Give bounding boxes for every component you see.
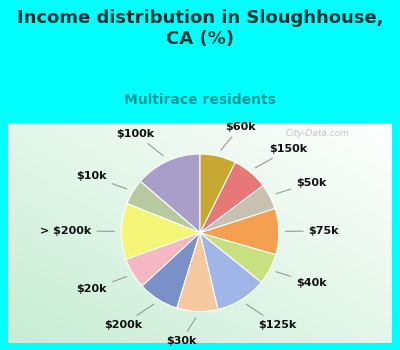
Wedge shape [200, 208, 279, 254]
Wedge shape [140, 154, 200, 233]
Text: $60k: $60k [221, 122, 256, 150]
Text: $50k: $50k [276, 177, 327, 194]
Text: $10k: $10k [77, 172, 127, 189]
Wedge shape [200, 233, 261, 309]
Wedge shape [200, 186, 275, 233]
Text: $150k: $150k [255, 144, 308, 168]
Text: $200k: $200k [104, 304, 154, 330]
Text: Income distribution in Sloughhouse,
CA (%): Income distribution in Sloughhouse, CA (… [17, 9, 383, 48]
Text: $125k: $125k [246, 304, 296, 330]
Text: $30k: $30k [166, 318, 196, 346]
Wedge shape [177, 233, 218, 312]
Wedge shape [142, 233, 200, 308]
Text: $20k: $20k [77, 276, 127, 294]
Wedge shape [200, 154, 235, 233]
Text: $100k: $100k [116, 129, 163, 156]
Wedge shape [121, 203, 200, 260]
Text: Multirace residents: Multirace residents [124, 93, 276, 107]
Wedge shape [126, 233, 200, 286]
Text: $75k: $75k [286, 226, 339, 236]
Wedge shape [200, 162, 263, 233]
Wedge shape [127, 181, 200, 233]
Text: > $200k: > $200k [40, 226, 114, 236]
Text: City-Data.com: City-Data.com [286, 129, 350, 138]
Text: $40k: $40k [276, 272, 327, 288]
Wedge shape [200, 233, 276, 282]
